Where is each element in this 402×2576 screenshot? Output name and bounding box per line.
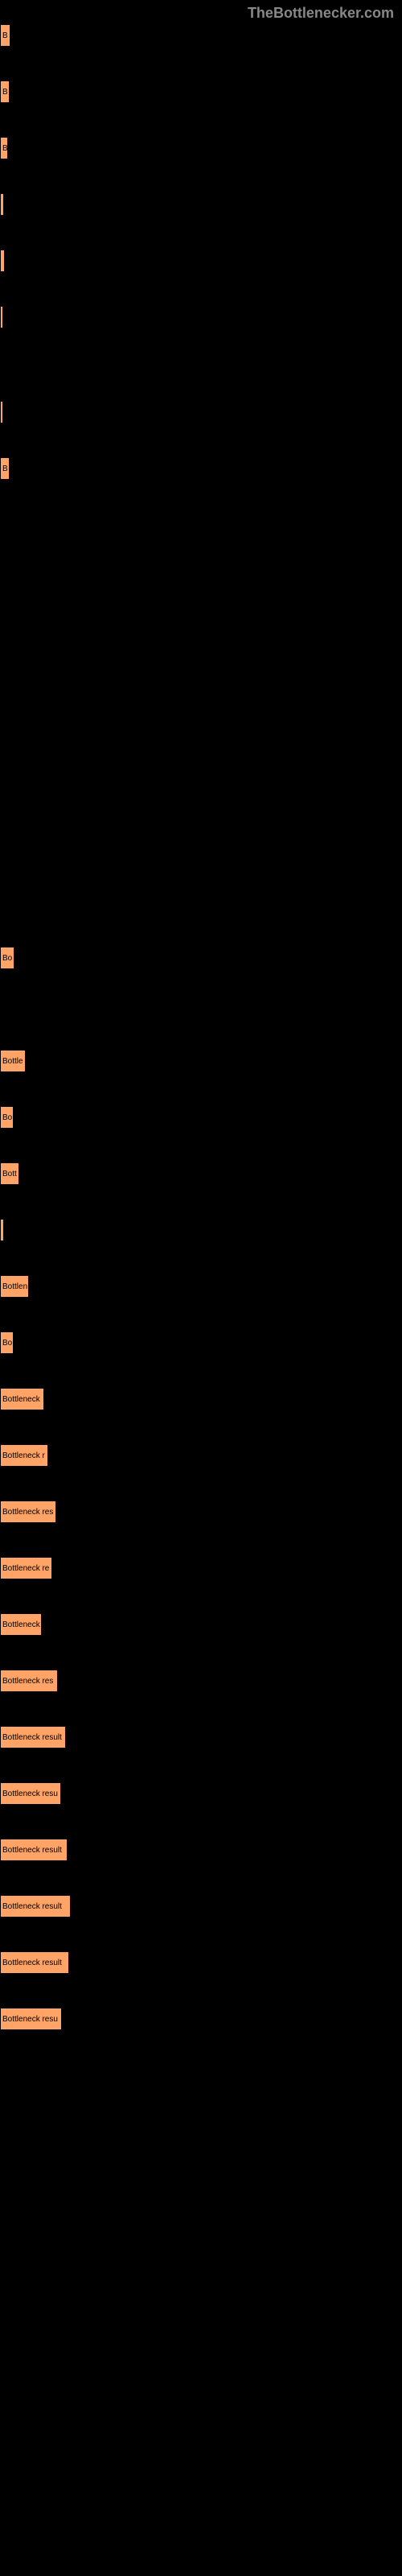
bar-label: Bottleneck resu	[2, 1790, 58, 1798]
bar	[0, 401, 3, 423]
bar-label: Bottleneck result	[2, 1846, 62, 1855]
bar-label: Bottleneck res	[2, 1677, 53, 1686]
bar-row: B	[0, 457, 402, 480]
bar-row: Bottleneck	[0, 1388, 402, 1410]
bar-row	[0, 250, 402, 272]
bar-label: Bottleneck	[2, 1395, 40, 1404]
bar: Bottleneck result	[0, 1839, 68, 1861]
bar-row: Bottleneck res	[0, 1501, 402, 1523]
bar-row: Bo	[0, 947, 402, 969]
bar: Bottleneck	[0, 1613, 42, 1636]
bar-label: Bott	[2, 1170, 17, 1179]
bar-row	[0, 306, 402, 328]
bar-label: B	[2, 464, 8, 473]
bar: Bottleneck	[0, 1388, 44, 1410]
bar: Bottle	[0, 1050, 26, 1072]
bar: Bottleneck resu	[0, 2008, 62, 2030]
bar-row: Bottleneck result	[0, 1895, 402, 1918]
bar	[0, 306, 3, 328]
bar-label: Bottlen	[2, 1282, 27, 1291]
bar-row: Bottleneck result	[0, 1726, 402, 1748]
bar: Bottleneck res	[0, 1501, 56, 1523]
bar-row: Bottleneck r	[0, 1444, 402, 1467]
bar-label: Bo	[2, 1113, 12, 1122]
bar: Bo	[0, 947, 14, 969]
bar: Bo	[0, 1331, 14, 1354]
bar: B	[0, 457, 10, 480]
bar: Bottleneck r	[0, 1444, 48, 1467]
bar-row: Bottleneck	[0, 1613, 402, 1636]
bar: Bottleneck result	[0, 1895, 71, 1918]
bar: B	[0, 137, 8, 159]
bar-label: B	[2, 144, 8, 153]
bar-row	[0, 1219, 402, 1241]
bar-row: B	[0, 24, 402, 47]
bar-row: Bottleneck result	[0, 1839, 402, 1861]
bar-row: Bottleneck res	[0, 1670, 402, 1692]
bar: B	[0, 80, 10, 103]
bar-label: Bottleneck r	[2, 1451, 45, 1460]
bar-row: Bo	[0, 1331, 402, 1354]
bar: Bo	[0, 1106, 14, 1129]
bar-row: Bottleneck resu	[0, 1782, 402, 1805]
bar-row: Bottlen	[0, 1275, 402, 1298]
bar-row: B	[0, 80, 402, 103]
bar: Bottleneck result	[0, 1951, 69, 1974]
bar-label: Bottleneck re	[2, 1564, 49, 1573]
bar-label: B	[2, 88, 8, 97]
bar: Bottleneck result	[0, 1726, 66, 1748]
bar-label: B	[2, 31, 8, 40]
bar-label: Bottleneck resu	[2, 2015, 58, 2024]
bar-row: Bottleneck resu	[0, 2008, 402, 2030]
bar	[0, 1219, 4, 1241]
bar: Bottleneck resu	[0, 1782, 61, 1805]
bar: B	[0, 24, 10, 47]
bar-row: B	[0, 137, 402, 159]
watermark-text: TheBottlenecker.com	[248, 5, 394, 22]
bar-row: Bottle	[0, 1050, 402, 1072]
bar-label: Bottleneck	[2, 1620, 40, 1629]
bar	[0, 250, 5, 272]
bar: Bottlen	[0, 1275, 29, 1298]
bar: Bottleneck res	[0, 1670, 58, 1692]
bar-row: Bo	[0, 1106, 402, 1129]
bar-label: Bottleneck res	[2, 1508, 53, 1517]
bar-row	[0, 193, 402, 216]
bar-row: Bottleneck result	[0, 1951, 402, 1974]
bar-label: Bo	[2, 954, 12, 963]
bar-label: Bottle	[2, 1057, 23, 1066]
bar-row: Bott	[0, 1162, 402, 1185]
bar: Bottleneck re	[0, 1557, 52, 1579]
bar	[0, 193, 4, 216]
bar-chart: B B B B Bo Bottle Bo Bott Bottlen Bo Bot…	[0, 0, 402, 2080]
bar-label: Bottleneck result	[2, 1902, 62, 1911]
bar-row: Bottleneck re	[0, 1557, 402, 1579]
bar: Bott	[0, 1162, 19, 1185]
bar-label: Bottleneck result	[2, 1733, 62, 1742]
bar-row	[0, 401, 402, 423]
bar-label: Bo	[2, 1339, 12, 1348]
bar-label: Bottleneck result	[2, 1959, 62, 1967]
